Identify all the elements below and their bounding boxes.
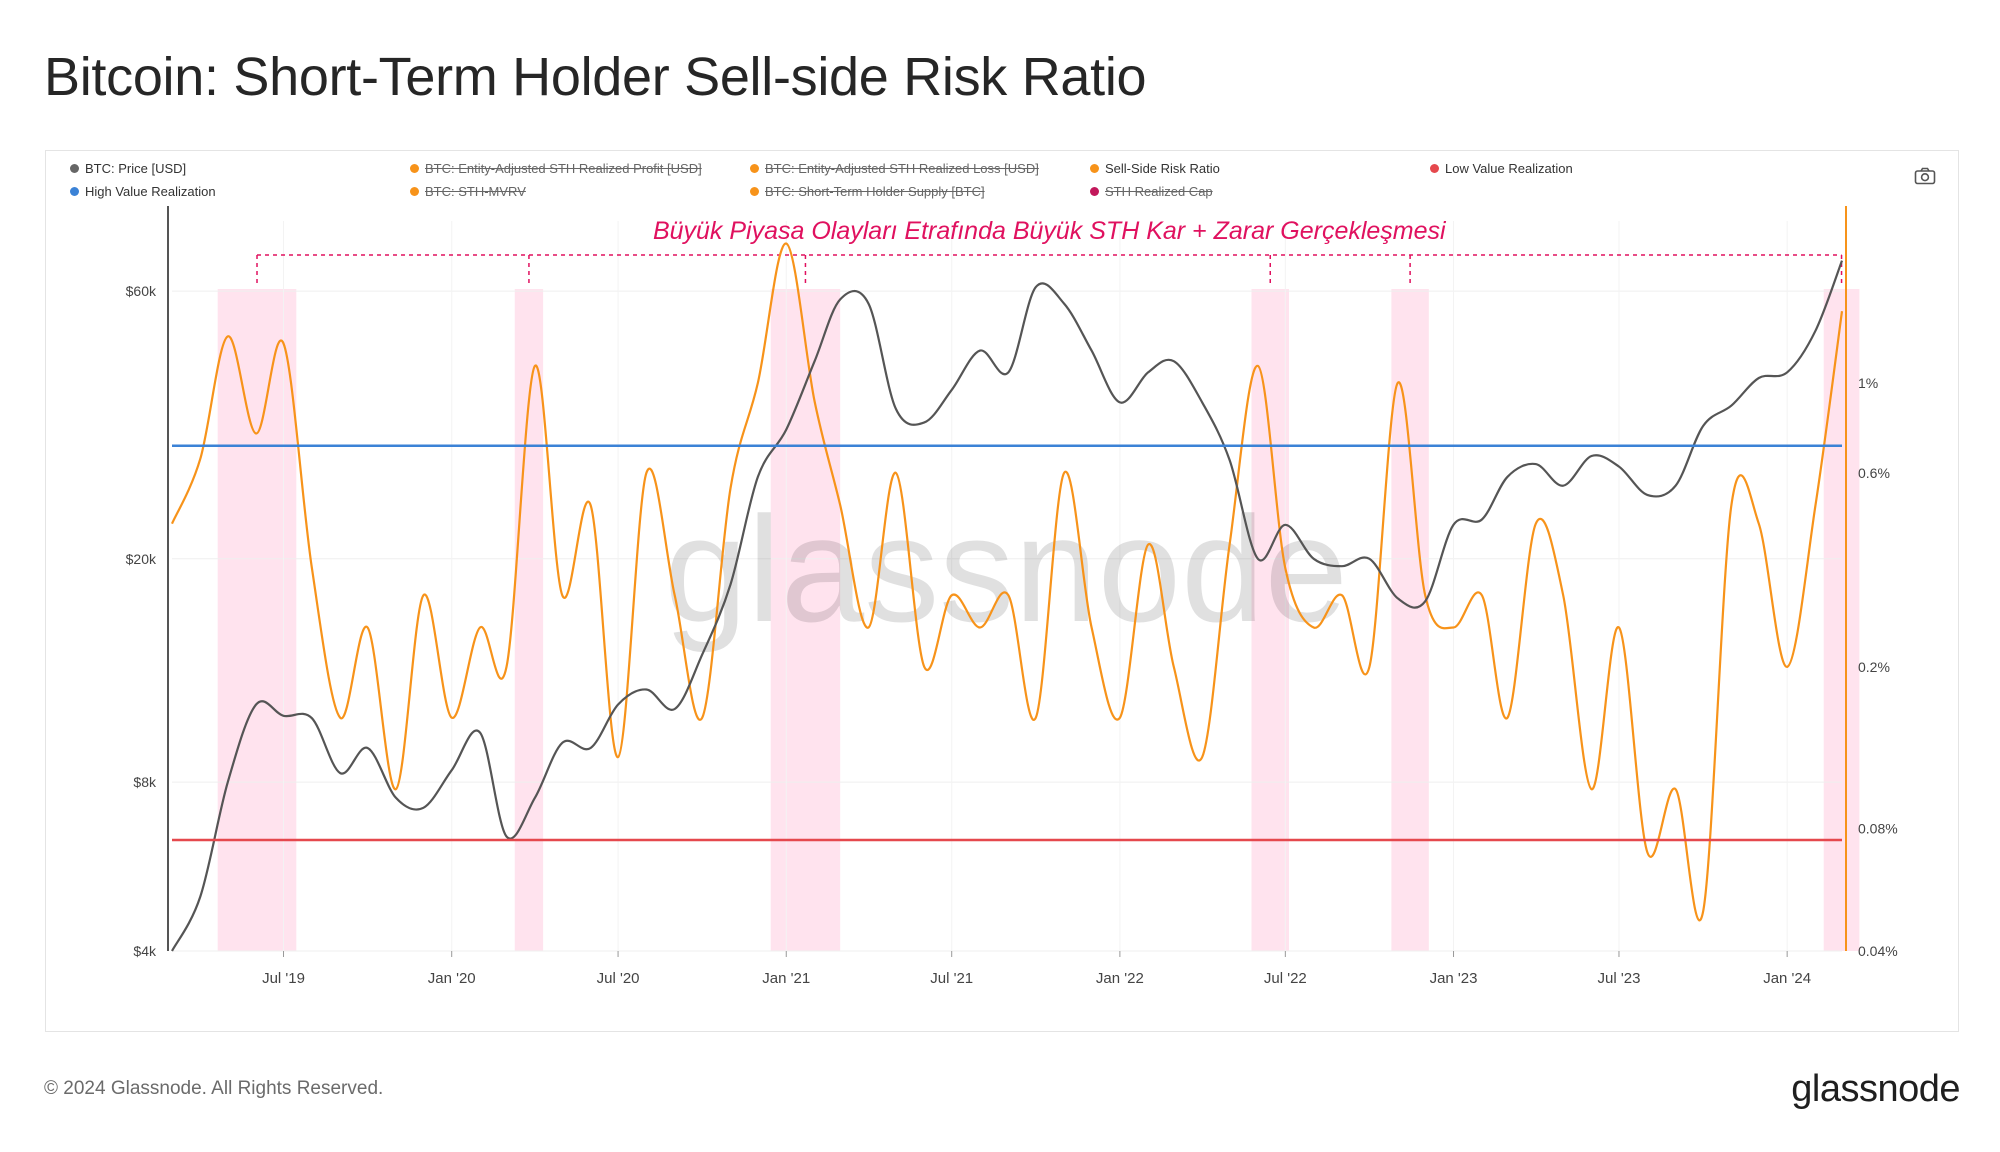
legend-label: High Value Realization xyxy=(85,184,216,199)
x-tick-label: Jan '21 xyxy=(762,970,810,987)
x-tick-label: Jul '21 xyxy=(930,970,973,987)
y-tick-label: $4k xyxy=(133,943,157,959)
sell-side-risk-ratio-line xyxy=(170,242,1844,922)
btc-price-line xyxy=(171,260,1844,952)
legend-label: BTC: Entity-Adjusted STH Realized Loss [… xyxy=(765,161,1039,176)
x-tick-label: Jan '24 xyxy=(1763,970,1811,987)
y-tick-label: $20k xyxy=(126,551,157,567)
legend-item[interactable]: BTC: Entity-Adjusted STH Realized Profit… xyxy=(410,161,702,176)
legend-label: BTC: Short-Term Holder Supply [BTC] xyxy=(765,184,985,199)
legend-dot-icon xyxy=(1430,164,1439,173)
highlight-band xyxy=(217,289,297,951)
y2-tick-label: 0.2% xyxy=(1858,659,1890,675)
legend-dot-icon xyxy=(410,187,419,196)
legend-item[interactable]: BTC: Price [USD] xyxy=(70,161,186,176)
legend-label: Low Value Realization xyxy=(1445,161,1573,176)
legend-label: BTC: Entity-Adjusted STH Realized Profit… xyxy=(425,161,702,176)
legend-label: Sell-Side Risk Ratio xyxy=(1105,161,1220,176)
y-tick-label: $60k xyxy=(126,283,157,299)
page-title: Bitcoin: Short-Term Holder Sell-side Ris… xyxy=(44,47,1147,107)
highlight-band xyxy=(1823,289,1860,951)
chart-panel: BTC: Price [USD] BTC: Entity-Adjusted STH… xyxy=(45,150,1959,1032)
y-tick-label: $8k xyxy=(133,774,157,790)
legend-dot-icon xyxy=(750,164,759,173)
x-tick-label: Jul '23 xyxy=(1598,970,1641,987)
legend-item[interactable]: BTC: Entity-Adjusted STH Realized Loss [… xyxy=(750,161,1039,176)
legend-item[interactable]: STH Realized Cap xyxy=(1090,184,1213,199)
legend-item[interactable]: Low Value Realization xyxy=(1430,161,1573,176)
highlight-band xyxy=(1391,289,1429,951)
legend-dot-icon xyxy=(750,187,759,196)
x-tick-label: Jul '22 xyxy=(1264,970,1307,987)
legend-dot-icon xyxy=(1090,187,1099,196)
x-tick-label: Jan '20 xyxy=(428,970,476,987)
x-tick-label: Jul '19 xyxy=(262,970,305,987)
y2-tick-label: 0.08% xyxy=(1858,821,1898,837)
y2-tick-label: 0.6% xyxy=(1858,465,1890,481)
watermark-text: glassnode xyxy=(664,485,1348,653)
legend-dot-icon xyxy=(70,187,79,196)
y2-tick-label: 0.04% xyxy=(1858,943,1898,959)
annotation-bracket: Büyük Piyasa Olayları Etrafında Büyük ST… xyxy=(256,217,1843,287)
y2-tick-label: 1% xyxy=(1858,375,1878,391)
legend-label: STH Realized Cap xyxy=(1105,184,1213,199)
x-tick-label: Jan '22 xyxy=(1096,970,1144,987)
chart-plot: glassnode Büyük Piyasa Olayları Etrafında… xyxy=(126,206,1898,987)
chart-legend: BTC: Price [USD] BTC: Entity-Adjusted STH… xyxy=(70,161,1850,211)
camera-icon[interactable] xyxy=(1914,167,1936,185)
annotation-text: Büyük Piyasa Olayları Etrafında Büyük ST… xyxy=(653,217,1447,245)
x-tick-label: Jul '20 xyxy=(597,970,640,987)
highlight-band xyxy=(514,289,544,951)
legend-label: BTC: Price [USD] xyxy=(85,161,187,176)
legend-dot-icon xyxy=(410,164,419,173)
legend-item[interactable]: BTC: STH-MVRV xyxy=(410,184,526,199)
legend-dot-icon xyxy=(70,164,79,173)
legend-dot-icon xyxy=(1090,164,1099,173)
glassnode-logo[interactable]: glassnode xyxy=(1791,1068,1960,1110)
x-tick-label: Jan '23 xyxy=(1430,970,1478,987)
copyright-text: © 2024 Glassnode. All Rights Reserved. xyxy=(44,1078,384,1099)
legend-item[interactable]: High Value Realization xyxy=(70,184,216,199)
legend-label: BTC: STH-MVRV xyxy=(425,184,526,199)
legend-item[interactable]: BTC: Short-Term Holder Supply [BTC] xyxy=(750,184,985,199)
legend-item[interactable]: Sell-Side Risk Ratio xyxy=(1090,161,1220,176)
